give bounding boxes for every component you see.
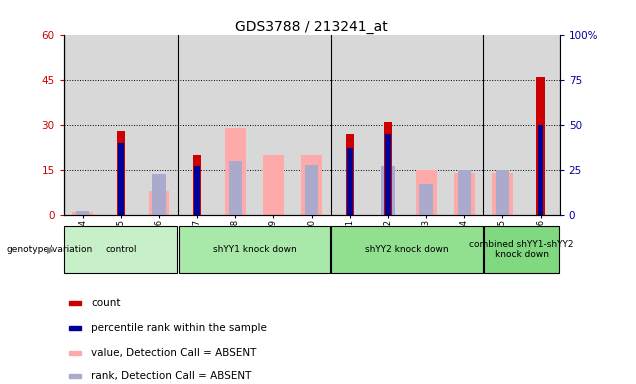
Title: GDS3788 / 213241_at: GDS3788 / 213241_at	[235, 20, 388, 33]
Bar	[538, 125, 544, 215]
Bar	[102, 35, 140, 215]
Text: rank, Detection Call = ABSENT: rank, Detection Call = ABSENT	[91, 371, 251, 381]
Bar	[483, 35, 522, 215]
Bar	[384, 122, 392, 215]
Bar	[193, 155, 202, 215]
Bar	[73, 212, 93, 215]
Bar	[293, 35, 331, 215]
Bar	[445, 35, 483, 215]
Bar	[369, 35, 407, 215]
Bar	[496, 170, 509, 215]
Bar	[345, 134, 354, 215]
Text: combined shYY1-shYY2
knock down: combined shYY1-shYY2 knock down	[469, 240, 574, 259]
Text: control: control	[105, 245, 137, 254]
Bar	[522, 35, 560, 215]
FancyBboxPatch shape	[484, 226, 559, 273]
FancyBboxPatch shape	[179, 226, 330, 273]
Bar	[453, 173, 474, 215]
Bar	[536, 77, 545, 215]
Bar	[140, 35, 178, 215]
Bar	[301, 155, 322, 215]
Bar	[116, 131, 125, 215]
Bar	[69, 374, 81, 378]
Bar	[76, 212, 89, 215]
Bar	[149, 191, 169, 215]
Bar	[69, 351, 81, 355]
Text: shYY2 knock down: shYY2 knock down	[365, 245, 449, 254]
Bar	[64, 35, 102, 215]
Text: shYY1 knock down: shYY1 knock down	[212, 245, 296, 254]
Bar	[195, 166, 200, 215]
Bar	[457, 170, 471, 215]
Bar	[263, 155, 284, 215]
Bar	[178, 35, 216, 215]
Bar	[118, 143, 123, 215]
Bar	[382, 166, 394, 215]
Bar	[225, 128, 245, 215]
Bar	[153, 174, 165, 215]
Bar	[492, 173, 513, 215]
Bar	[229, 161, 242, 215]
Text: percentile rank within the sample: percentile rank within the sample	[91, 323, 266, 333]
Bar	[69, 301, 81, 305]
Bar	[305, 164, 319, 215]
Bar	[416, 170, 436, 215]
Bar	[216, 35, 254, 215]
FancyBboxPatch shape	[331, 226, 483, 273]
Bar	[331, 35, 369, 215]
Text: count: count	[91, 298, 120, 308]
Text: ▶: ▶	[46, 245, 54, 255]
Bar	[69, 326, 81, 330]
Bar	[407, 35, 445, 215]
FancyBboxPatch shape	[64, 226, 177, 273]
Bar	[385, 134, 391, 215]
Text: value, Detection Call = ABSENT: value, Detection Call = ABSENT	[91, 348, 256, 358]
Text: genotype/variation: genotype/variation	[6, 245, 93, 254]
Bar	[347, 148, 352, 215]
Bar	[254, 35, 293, 215]
Bar	[420, 184, 432, 215]
